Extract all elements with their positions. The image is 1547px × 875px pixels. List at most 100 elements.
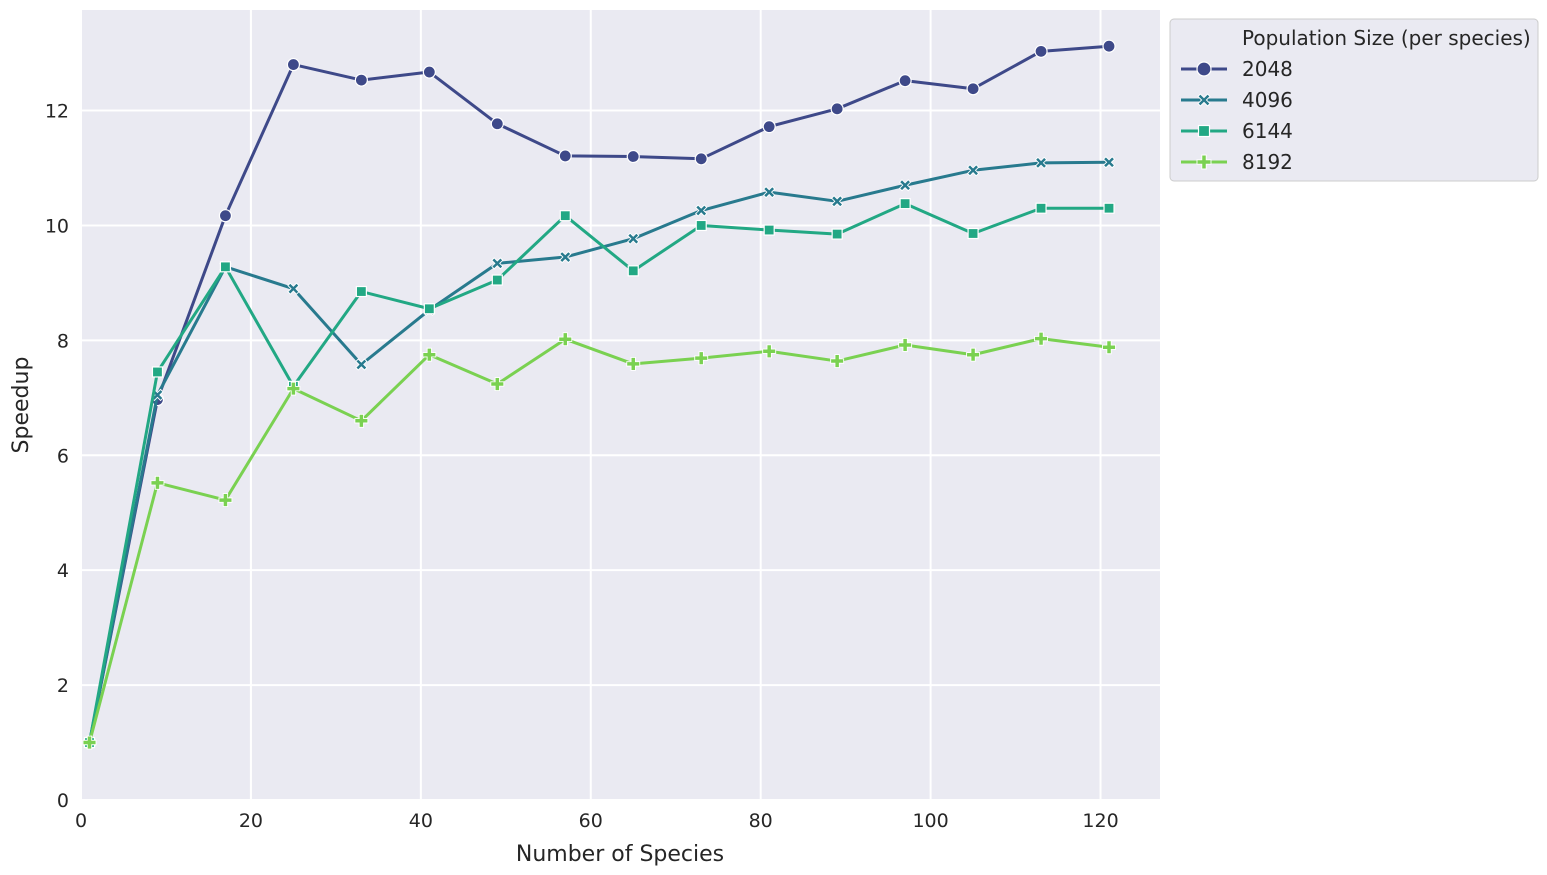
legend-entry-8192: 8192 [1181, 150, 1293, 174]
data-point-6144 [695, 219, 707, 232]
data-point-2048 [1034, 44, 1048, 58]
data-point-2048 [354, 73, 368, 87]
data-point-2048 [830, 102, 844, 116]
y-tick-label: 10 [45, 215, 69, 237]
legend-marker [1197, 124, 1211, 138]
data-point-4096 [695, 204, 708, 217]
data-point-4096 [1034, 156, 1048, 169]
x-tick-labels: 0 20 40 60 80 100 120 [75, 810, 1119, 832]
data-point-2048 [286, 57, 301, 72]
legend-label: 6144 [1242, 119, 1293, 143]
data-point-6144 [967, 227, 979, 240]
data-point-2048 [490, 117, 504, 131]
series-2048 [82, 39, 1116, 750]
y-tick-label: 12 [45, 101, 69, 123]
data-point-6144 [627, 265, 639, 277]
data-point-8192 [694, 351, 709, 366]
legend-label: 2048 [1242, 57, 1293, 81]
data-point-6144 [491, 274, 503, 286]
legend-marker [1196, 61, 1212, 77]
series-line-2048 [88, 44, 1110, 743]
data-point-8192 [966, 347, 981, 362]
data-point-2048 [218, 209, 233, 223]
y-tick-label: 2 [57, 675, 69, 697]
data-point-4096 [627, 232, 640, 245]
y-tick-label: 0 [57, 790, 69, 812]
data-point-4096 [355, 358, 368, 371]
legend-entry-4096: 4096 [1181, 88, 1293, 112]
data-point-2048 [694, 152, 708, 166]
y-axis-label: Speedup [9, 357, 34, 454]
legend-entry-2048: 2048 [1181, 57, 1293, 81]
data-point-6144 [1103, 202, 1115, 214]
x-tick-label: 80 [749, 810, 773, 832]
series-8192 [82, 331, 1116, 750]
data-point-6144 [559, 210, 571, 222]
legend-marker [1197, 93, 1211, 107]
series-line-4096 [88, 160, 1110, 743]
data-point-4096 [763, 185, 776, 199]
data-point-2048 [558, 149, 572, 163]
data-point-8192 [422, 347, 437, 362]
series-line-8192 [88, 337, 1110, 743]
data-point-4096 [1102, 156, 1116, 169]
legend: Population Size (per species) 2048 4096 61… [1169, 18, 1539, 182]
x-tick-label: 0 [75, 810, 87, 832]
x-tick-label: 60 [579, 810, 603, 832]
x-tick-label: 120 [1082, 810, 1118, 832]
data-point-4096 [491, 257, 504, 270]
data-point-8192 [150, 475, 165, 490]
data-point-8192 [1102, 340, 1116, 355]
data-point-8192 [626, 356, 641, 371]
x-tick-label: 40 [409, 810, 433, 832]
grid [80, 10, 1160, 801]
data-point-4096 [287, 282, 300, 295]
data-point-8192 [354, 413, 369, 428]
y-tick-labels: 0 2 4 6 8 10 12 [45, 101, 69, 812]
y-tick-label: 4 [57, 560, 69, 582]
data-point-2048 [422, 65, 436, 79]
legend-entry-6144: 6144 [1181, 119, 1293, 143]
data-point-8192 [82, 735, 97, 750]
data-point-4096 [559, 250, 572, 264]
data-point-8192 [762, 344, 777, 359]
data-point-6144 [763, 224, 775, 236]
data-point-6144 [423, 303, 435, 315]
data-point-6144 [899, 198, 911, 210]
series-layer [82, 39, 1116, 750]
data-point-8192 [286, 381, 301, 396]
data-point-2048 [1102, 39, 1116, 53]
data-point-2048 [966, 82, 980, 96]
data-point-2048 [762, 120, 776, 134]
plot-area [81, 10, 1160, 800]
data-point-6144 [219, 261, 232, 273]
legend-label: 8192 [1242, 150, 1293, 174]
data-point-4096 [831, 195, 844, 208]
x-tick-label: 100 [912, 810, 948, 832]
data-point-8192 [490, 377, 505, 391]
y-tick-label: 6 [57, 445, 69, 467]
data-point-6144 [151, 366, 164, 378]
data-point-6144 [831, 228, 843, 240]
x-tick-label: 20 [239, 810, 263, 832]
data-point-6144 [1035, 202, 1047, 214]
data-point-2048 [898, 74, 912, 88]
legend-label: 4096 [1242, 88, 1293, 112]
data-point-2048 [626, 149, 640, 164]
series-line-6144 [88, 202, 1110, 743]
x-axis-label: Number of Species [516, 842, 724, 867]
data-point-8192 [898, 338, 913, 352]
data-point-8192 [558, 332, 573, 347]
legend-title: Population Size (per species) [1242, 26, 1531, 50]
data-point-6144 [355, 285, 367, 298]
data-point-4096 [966, 164, 980, 177]
data-point-8192 [218, 493, 233, 508]
legend-entries: 2048 4096 6144 8192 [1181, 57, 1293, 174]
legend-frame [1169, 18, 1539, 182]
data-point-8192 [830, 354, 845, 368]
series-6144 [83, 198, 1115, 749]
y-tick-label: 8 [57, 330, 69, 352]
data-point-4096 [898, 179, 912, 192]
legend-marker [1196, 154, 1212, 170]
